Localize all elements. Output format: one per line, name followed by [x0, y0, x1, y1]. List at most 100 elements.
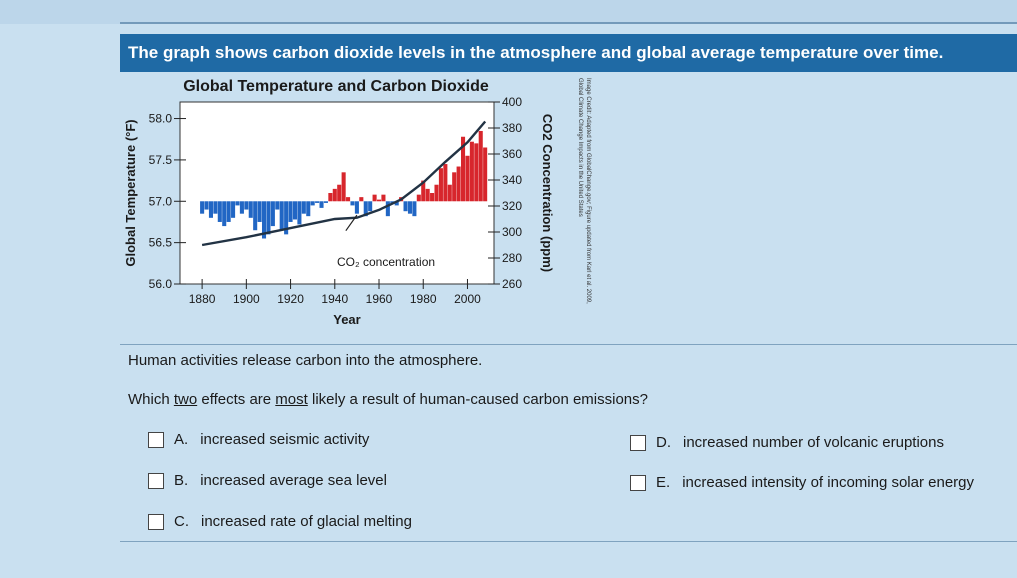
temperature-bar: [350, 201, 355, 206]
choice-text: increased average sea level: [200, 472, 387, 489]
temperature-bar: [328, 193, 333, 202]
y2-axis-label: CO2 Concentration (ppm): [540, 114, 555, 272]
temperature-bar: [213, 201, 218, 214]
y2-tick-label: 300: [502, 225, 522, 239]
temperature-bar: [381, 194, 386, 202]
question-part: Which: [128, 391, 174, 408]
x-tick-label: 1980: [410, 292, 437, 306]
x-tick-label: 1880: [189, 292, 216, 306]
choice-a[interactable]: A. increased seismic activity: [148, 431, 369, 448]
x-tick-label: 1940: [321, 292, 348, 306]
temperature-bar: [275, 201, 280, 210]
temperature-bar: [412, 201, 417, 217]
temperature-bar: [323, 201, 328, 203]
temperature-bar: [341, 172, 346, 202]
y2-tick-label: 340: [502, 173, 522, 187]
temperature-bar: [425, 188, 430, 202]
temperature-bar: [346, 197, 351, 202]
checkbox[interactable]: [630, 434, 646, 451]
y2-tick-label: 280: [502, 251, 522, 265]
temperature-bar: [231, 201, 236, 218]
temperature-bar: [257, 201, 262, 222]
question-text: Which two effects are most likely a resu…: [128, 391, 648, 408]
choice-text: increased rate of glacial melting: [201, 513, 412, 530]
bottom-divider: [120, 541, 1017, 542]
checkbox[interactable]: [148, 431, 164, 448]
temperature-bar: [461, 136, 466, 202]
question-part: likely a result of human-caused carbon e…: [307, 391, 648, 408]
prompt-text: Human activities release carbon into the…: [128, 352, 483, 369]
question-part: effects are: [197, 391, 276, 408]
temperature-bar: [452, 172, 457, 202]
y2-tick-label: 320: [502, 199, 522, 213]
temperature-bar: [359, 197, 364, 202]
question-header: The graph shows carbon dioxide levels in…: [120, 34, 1017, 72]
temperature-bar: [363, 201, 368, 217]
checkbox[interactable]: [148, 513, 164, 530]
temperature-bar: [438, 168, 443, 202]
header-title: The graph shows carbon dioxide levels in…: [128, 43, 944, 62]
temperature-bar: [421, 180, 426, 202]
temperature-bar: [284, 201, 289, 235]
y-tick-label: 56.0: [149, 277, 173, 291]
section-divider: [120, 344, 1017, 345]
choice-letter: A.: [174, 431, 189, 448]
temperature-bar: [443, 164, 448, 202]
x-tick-label: 1960: [366, 292, 393, 306]
temperature-bar: [372, 194, 377, 202]
question-emphasis-most: most: [275, 391, 308, 408]
y-tick-label: 58.0: [149, 112, 173, 126]
choice-letter: E.: [656, 474, 671, 491]
y2-tick-label: 380: [502, 121, 522, 135]
choice-letter: C.: [174, 513, 189, 530]
temperature-bar: [306, 201, 311, 217]
temperature-bar: [279, 201, 284, 231]
temperature-bar: [208, 201, 213, 218]
temperature-bar: [248, 201, 253, 218]
annotation-pointer: [345, 214, 358, 232]
temperature-co2-chart: Global Temperature and Carbon Dioxide CO₂…: [123, 78, 555, 327]
checkbox[interactable]: [148, 472, 164, 489]
temperature-bar: [385, 201, 390, 217]
temperature-bar: [469, 141, 474, 202]
choice-letter: B.: [174, 472, 189, 489]
temperature-bar: [235, 201, 240, 206]
temperature-bar: [368, 201, 373, 212]
temperature-bar: [416, 194, 421, 202]
temperature-bar: [447, 184, 452, 202]
choice-text: increased seismic activity: [200, 431, 370, 448]
temperature-bar: [200, 201, 205, 214]
choice-e[interactable]: E. increased intensity of incoming solar…: [630, 474, 974, 491]
choice-text: increased intensity of incoming solar en…: [682, 474, 975, 491]
choice-c[interactable]: C. increased rate of glacial melting: [148, 513, 412, 530]
checkbox[interactable]: [630, 474, 646, 491]
co2-line: [201, 120, 487, 247]
temperature-bar: [483, 147, 488, 202]
image-credit: Image Credit: Adapted from GlobalChange.…: [577, 78, 591, 304]
x-axis-label: Year: [333, 312, 360, 327]
temperature-bar: [288, 201, 293, 222]
y2-tick-label: 260: [502, 277, 522, 291]
temperature-bar: [354, 201, 359, 214]
x-tick-label: 1900: [233, 292, 260, 306]
temperature-bar: [292, 201, 298, 220]
temperature-bar: [337, 184, 342, 202]
temperature-bar: [244, 201, 249, 210]
y-tick-label: 57.0: [149, 194, 173, 208]
temperature-bar: [315, 201, 320, 203]
temperature-bar: [407, 201, 413, 214]
temperature-bar: [261, 201, 267, 239]
choice-letter: D.: [656, 434, 671, 451]
temperature-bar: [390, 201, 395, 203]
choice-text: increased number of volcanic eruptions: [683, 434, 944, 451]
x-tick-label: 1920: [277, 292, 304, 306]
choice-d[interactable]: D. increased number of volcanic eruption…: [630, 434, 944, 451]
temperature-bar: [474, 143, 479, 202]
temperature-bar: [239, 201, 244, 214]
choice-b[interactable]: B. increased average sea level: [148, 472, 387, 489]
temperature-bar: [310, 201, 315, 206]
x-tick-label: 2000: [454, 292, 481, 306]
temperature-bar: [266, 201, 271, 235]
temperature-bar: [253, 201, 258, 231]
temperature-bar: [434, 184, 439, 202]
